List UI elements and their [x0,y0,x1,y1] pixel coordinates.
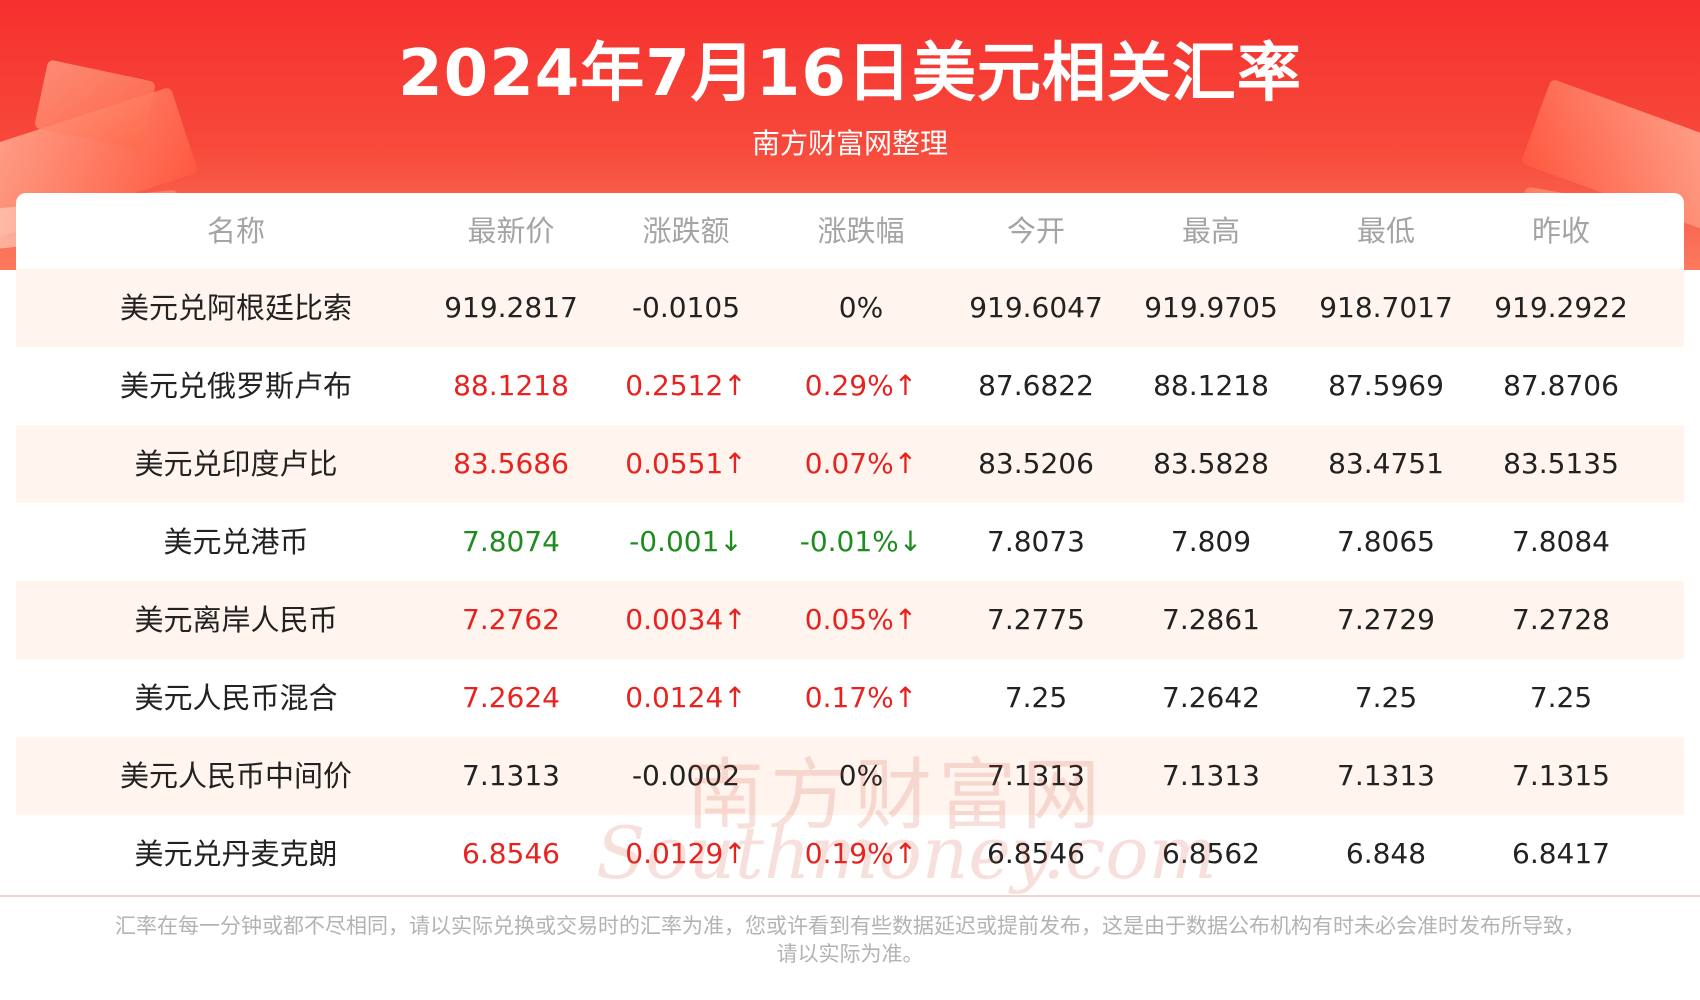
row-price: 6.8546 [462,837,560,870]
footnote: 汇率在每一分钟或都不尽相同，请以实际兑换或交易时的汇率为准，您或许看到有些数据延… [60,912,1640,968]
table-row: 美元兑印度卢比 83.5686 0.0551↑ 0.07%↑ 83.5206 83.582… [16,425,1684,503]
column-header-price: 最新价 [467,214,555,248]
row-open: 87.6822 [978,369,1094,402]
row-change: 0.2512↑ [625,369,747,402]
table-row: 美元兑阿根廷比索 919.2817 -0.0105 0% 919.6047 919.970… [16,269,1684,347]
row-pct: 0% [838,291,884,324]
row-change: 0.0129↑ [625,837,747,870]
column-header-low: 最低 [1356,214,1415,248]
row-open: 6.8546 [987,837,1085,870]
row-prev-close: 87.8706 [1503,369,1619,402]
row-price: 7.2624 [462,681,560,714]
row-name: 美元兑印度卢比 [134,447,338,481]
row-high: 88.1218 [1153,369,1269,402]
column-header-open: 今开 [1006,214,1065,248]
row-price: 7.2762 [462,603,560,636]
row-open: 7.2775 [987,603,1085,636]
row-change: -0.0105 [631,291,741,324]
row-price: 7.1313 [462,759,560,792]
row-high: 7.1313 [1162,759,1260,792]
row-name: 美元兑港币 [163,525,309,559]
row-change: -0.0002 [631,759,741,792]
row-high: 919.9705 [1144,291,1278,324]
row-high: 7.2642 [1162,681,1260,714]
row-open: 83.5206 [978,447,1094,480]
row-low: 7.2729 [1337,603,1435,636]
row-prev-close: 7.8084 [1512,525,1610,558]
column-header-pct: 涨跌幅 [817,214,905,248]
table-row: 美元兑俄罗斯卢布 88.1218 0.2512↑ 0.29%↑ 87.6822 88.12… [16,347,1684,425]
row-low: 7.1313 [1337,759,1435,792]
row-name: 美元兑阿根廷比索 [119,291,352,325]
table-row: 美元兑丹麦克朗 6.8546 0.0129↑ 0.19%↑ 6.8546 6.8562 6.… [16,815,1684,893]
rates-table: 名称 最新价 涨跌额 涨跌幅 今开 最高 最低 昨收 美元兑阿根廷比索 919.2… [16,193,1684,898]
row-low: 918.7017 [1319,291,1453,324]
row-name: 美元兑俄罗斯卢布 [119,369,352,403]
row-high: 7.2861 [1162,603,1260,636]
row-pct: 0% [838,759,884,792]
row-prev-close: 83.5135 [1503,447,1619,480]
row-high: 6.8562 [1162,837,1260,870]
row-change: 0.0124↑ [625,681,747,714]
row-price: 83.5686 [453,447,569,480]
row-prev-close: 919.2922 [1494,291,1628,324]
row-high: 83.5828 [1153,447,1269,480]
column-header-high: 最高 [1181,214,1240,248]
row-open: 7.8073 [987,525,1085,558]
table-row: 美元人民币中间价 7.1313 -0.0002 0% 7.1313 7.1313 7.131… [16,737,1684,815]
row-high: 7.809 [1170,525,1252,558]
row-price: 88.1218 [453,369,569,402]
page-title: 2024年7月16日美元相关汇率 [398,37,1302,111]
row-pct: 0.17%↑ [804,681,918,714]
row-name: 美元兑丹麦克朗 [134,837,338,871]
column-header-prev-close: 昨收 [1531,214,1590,248]
table-row: 美元兑港币 7.8074 -0.001↓ -0.01%↓ 7.8073 7.809 7.80… [16,503,1684,581]
row-open: 919.6047 [969,291,1103,324]
row-change: -0.001↓ [629,525,743,558]
row-price: 919.2817 [444,291,578,324]
table-row: 美元离岸人民币 7.2762 0.0034↑ 0.05%↑ 7.2775 7.2861 7.… [16,581,1684,659]
row-name: 美元离岸人民币 [134,603,338,637]
row-low: 87.5969 [1328,369,1444,402]
page-subtitle: 南方财富网整理 [751,127,948,160]
footnote-line-1: 汇率在每一分钟或都不尽相同，请以实际兑换或交易时的汇率为准，您或许看到有些数据延… [115,914,1585,938]
row-name: 美元人民币混合 [134,681,338,715]
row-prev-close: 6.8417 [1512,837,1610,870]
row-price: 7.8074 [462,525,560,558]
row-prev-close: 7.1315 [1512,759,1610,792]
column-header-name: 名称 [206,214,265,248]
row-pct: -0.01%↓ [799,525,923,558]
row-open: 7.25 [1004,681,1068,714]
footer-divider [0,895,1700,897]
footnote-line-2: 请以实际为准。 [776,942,924,966]
row-pct: 0.05%↑ [804,603,918,636]
row-prev-close: 7.25 [1529,681,1593,714]
row-pct: 0.29%↑ [804,369,918,402]
row-low: 7.8065 [1337,525,1435,558]
table-row: 美元人民币混合 7.2624 0.0124↑ 0.17%↑ 7.25 7.2642 7.25… [16,659,1684,737]
row-change: 0.0034↑ [625,603,747,636]
row-prev-close: 7.2728 [1512,603,1610,636]
row-low: 6.848 [1345,837,1427,870]
row-change: 0.0551↑ [625,447,747,480]
table-header: 名称 最新价 涨跌额 涨跌幅 今开 最高 最低 昨收 [16,193,1684,269]
row-name: 美元人民币中间价 [119,759,352,793]
column-header-change: 涨跌额 [642,214,730,248]
row-pct: 0.19%↑ [804,837,918,870]
row-low: 83.4751 [1328,447,1444,480]
row-open: 7.1313 [987,759,1085,792]
row-low: 7.25 [1354,681,1418,714]
row-pct: 0.07%↑ [804,447,918,480]
